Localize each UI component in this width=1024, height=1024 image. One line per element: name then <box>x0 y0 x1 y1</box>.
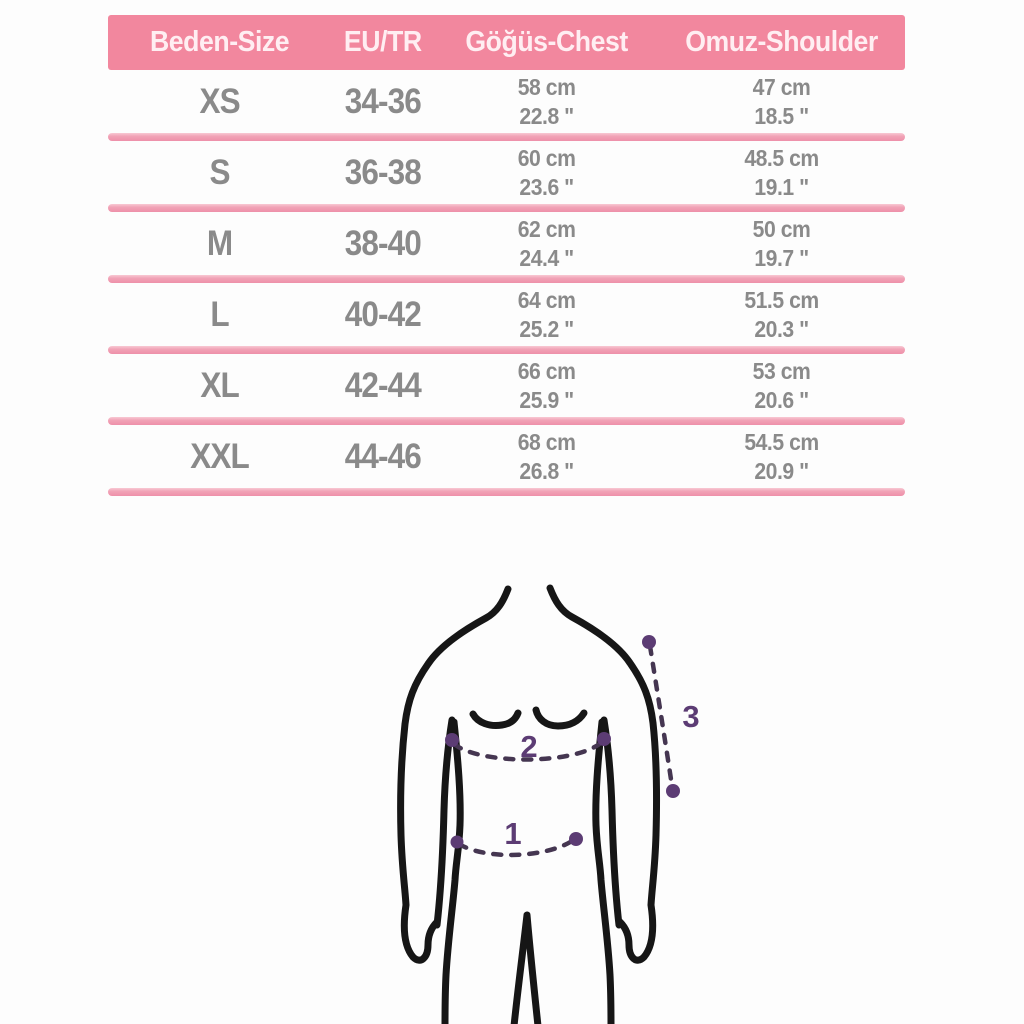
size-cell: XS <box>199 81 240 121</box>
chest-inch-value: 25.2 " <box>519 316 574 342</box>
chest-cm-value: 62 cm <box>517 215 576 242</box>
shoulder-cell: 53 cm 20.6 " <box>658 359 905 412</box>
header-eu-tr: EU/TR <box>344 26 422 58</box>
table-row: XL 42-44 66 cm 25.9 " 53 cm 20.6 " <box>108 354 905 417</box>
shoulder-cell: 48.5 cm 19.1 " <box>658 146 905 199</box>
shoulder-inch-value: 19.1 " <box>754 174 809 200</box>
chest-cell: 64 cm 25.2 " <box>435 288 658 341</box>
body-left-torso-leg <box>441 718 464 1024</box>
eu-tr-cell: 34-36 <box>344 81 422 121</box>
chest-cm-value: 64 cm <box>517 286 576 313</box>
header-gogus-chest: Göğüs-Chest <box>465 26 628 58</box>
size-cell: XXL <box>190 436 249 476</box>
size-table: Beden-Size EU/TR Göğüs-Chest Omuz-Should… <box>108 15 905 496</box>
chest-cell: 58 cm 22.8 " <box>435 75 658 128</box>
shoulder-cm-value: 47 cm <box>752 73 811 100</box>
body-right-torso-leg <box>592 718 615 1024</box>
measure-2-left-dot <box>445 733 459 747</box>
eu-tr-cell: 38-40 <box>344 223 422 263</box>
chest-cm-value: 58 cm <box>517 73 576 100</box>
size-cell: L <box>210 294 229 334</box>
shoulder-inch-value: 18.5 " <box>754 103 809 129</box>
measure-label-3: 3 <box>682 699 699 734</box>
chest-cell: 68 cm 26.8 " <box>435 430 658 483</box>
chest-inch-value: 25.9 " <box>519 387 574 413</box>
header-omuz-shoulder: Omuz-Shoulder <box>685 26 878 58</box>
table-row: XS 34-36 58 cm 22.8 " 47 cm 18.5 " <box>108 70 905 133</box>
chest-inch-value: 23.6 " <box>519 174 574 200</box>
chest-cm-value: 68 cm <box>517 428 576 455</box>
shoulder-inch-value: 20.3 " <box>754 316 809 342</box>
row-divider <box>108 204 905 212</box>
measure-line-1 <box>456 838 575 858</box>
measure-3-top-dot <box>642 635 656 649</box>
chest-inch-value: 26.8 " <box>519 458 574 484</box>
body-left-side-outline <box>397 585 512 964</box>
chest-inch-value: 22.8 " <box>519 103 574 129</box>
table-body: XS 34-36 58 cm 22.8 " 47 cm 18.5 " S 36-… <box>108 70 905 496</box>
body-inner-legs <box>510 911 542 1024</box>
shoulder-cell: 47 cm 18.5 " <box>658 75 905 128</box>
table-row: S 36-38 60 cm 23.6 " 48.5 cm 19.1 " <box>108 141 905 204</box>
eu-tr-cell: 44-46 <box>344 436 422 476</box>
chest-cell: 60 cm 23.6 " <box>435 146 658 199</box>
measure-3-bottom-dot <box>666 784 680 798</box>
table-header-row: Beden-Size EU/TR Göğüs-Chest Omuz-Should… <box>108 15 905 70</box>
eu-tr-cell: 36-38 <box>344 152 422 192</box>
table-row: M 38-40 62 cm 24.4 " 50 cm 19.7 " <box>108 212 905 275</box>
shoulder-cm-value: 50 cm <box>752 215 811 242</box>
chest-cm-value: 66 cm <box>517 357 576 384</box>
measure-line-3 <box>647 643 675 789</box>
row-divider <box>108 417 905 425</box>
row-divider <box>108 275 905 283</box>
shoulder-cm-value: 53 cm <box>752 357 811 384</box>
measure-label-1: 1 <box>504 816 521 851</box>
chest-cell: 62 cm 24.4 " <box>435 217 658 270</box>
row-divider <box>108 488 905 496</box>
chest-cm-value: 60 cm <box>517 144 576 171</box>
body-left-pec-curve <box>469 709 522 729</box>
shoulder-cm-value: 51.5 cm <box>744 286 819 313</box>
shoulder-cell: 51.5 cm 20.3 " <box>658 288 905 341</box>
row-divider <box>108 133 905 141</box>
body-left-inner-arm <box>433 716 456 929</box>
body-right-inner-arm <box>600 716 623 929</box>
table-row: L 40-42 64 cm 25.2 " 51.5 cm 20.3 " <box>108 283 905 346</box>
chest-cell: 66 cm 25.9 " <box>435 359 658 412</box>
shoulder-cm-value: 48.5 cm <box>744 144 819 171</box>
body-measurement-diagram: 1 2 3 <box>375 568 715 1024</box>
measure-1-right-dot <box>569 832 583 846</box>
shoulder-inch-value: 19.7 " <box>754 245 809 271</box>
measure-1-left-dot <box>450 835 464 849</box>
row-divider <box>108 346 905 354</box>
measure-2-right-dot <box>597 732 611 746</box>
eu-tr-cell: 42-44 <box>344 365 422 405</box>
shoulder-cell: 50 cm 19.7 " <box>658 217 905 270</box>
shoulder-inch-value: 20.6 " <box>754 387 809 413</box>
body-right-pec-curve <box>532 706 588 730</box>
header-beden-size: Beden-Size <box>149 26 290 58</box>
size-cell: M <box>206 223 233 263</box>
chest-inch-value: 24.4 " <box>519 245 574 271</box>
eu-tr-cell: 40-42 <box>344 294 422 334</box>
body-right-side-outline <box>546 584 661 964</box>
size-cell: S <box>209 152 231 192</box>
shoulder-cell: 54.5 cm 20.9 " <box>658 430 905 483</box>
shoulder-cm-value: 54.5 cm <box>744 428 819 455</box>
table-row: XXL 44-46 68 cm 26.8 " 54.5 cm 20.9 " <box>108 425 905 488</box>
measure-line-2 <box>451 739 605 762</box>
size-cell: XL <box>200 365 239 405</box>
body-outline-figure: 1 2 3 <box>397 584 700 1024</box>
measure-label-2: 2 <box>520 729 537 764</box>
shoulder-inch-value: 20.9 " <box>754 458 809 484</box>
